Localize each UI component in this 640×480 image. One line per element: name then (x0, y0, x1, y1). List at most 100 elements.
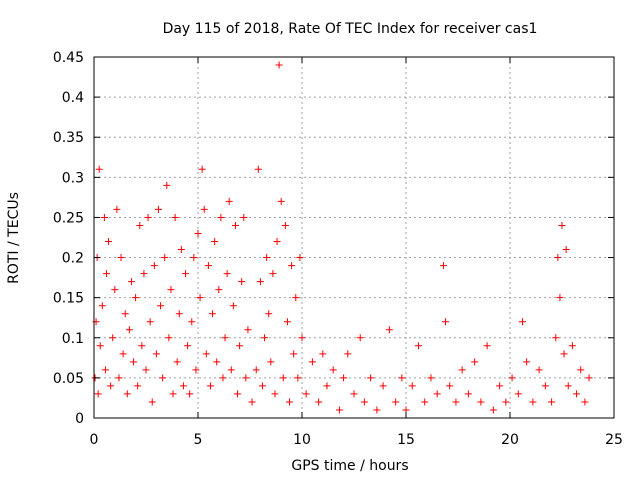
data-point (148, 398, 156, 406)
data-point (433, 390, 441, 398)
data-point (223, 270, 231, 278)
data-point (286, 398, 294, 406)
data-point (535, 366, 543, 374)
x-tick-label: 20 (501, 432, 519, 448)
data-point (464, 390, 472, 398)
data-point (125, 326, 133, 334)
data-point (109, 334, 117, 342)
data-point (142, 366, 150, 374)
data-point (269, 270, 277, 278)
data-point (577, 366, 585, 374)
data-point (236, 342, 244, 350)
data-point (263, 254, 271, 262)
data-point (288, 262, 296, 270)
data-point (206, 382, 214, 390)
data-point (98, 302, 106, 310)
data-point (115, 374, 123, 382)
data-point (290, 350, 298, 358)
data-point (105, 238, 113, 246)
data-point (392, 398, 400, 406)
data-point (211, 238, 219, 246)
data-point (261, 334, 269, 342)
data-point (144, 213, 152, 221)
data-point (121, 310, 129, 318)
data-point (548, 398, 556, 406)
data-point (518, 318, 526, 326)
data-point (101, 366, 109, 374)
data-point (111, 286, 119, 294)
y-tick-label: 0.25 (53, 210, 84, 226)
data-point (373, 406, 381, 414)
data-point (427, 374, 435, 382)
data-point (552, 334, 560, 342)
data-point (184, 342, 192, 350)
data-point (179, 382, 187, 390)
data-point (421, 398, 429, 406)
y-tick-label: 0.4 (62, 90, 84, 106)
data-point (127, 278, 135, 286)
chart-title: Day 115 of 2018, Rate Of TEC Index for r… (163, 21, 538, 37)
data-point (132, 294, 140, 302)
data-point (329, 366, 337, 374)
data-point (213, 358, 221, 366)
grid (94, 57, 614, 418)
y-tick-label: 0.3 (62, 170, 84, 186)
data-point (283, 318, 291, 326)
data-point (458, 366, 466, 374)
data-point (161, 254, 169, 262)
data-point (130, 358, 138, 366)
data-point (414, 342, 422, 350)
data-point (385, 326, 393, 334)
data-point (273, 238, 281, 246)
data-point (173, 358, 181, 366)
data-point (238, 278, 246, 286)
y-tick-label: 0 (75, 411, 84, 427)
data-point (204, 262, 212, 270)
data-point (167, 286, 175, 294)
data-point (215, 286, 223, 294)
data-point (94, 390, 102, 398)
y-tick-label: 0.45 (53, 50, 84, 66)
data-point (123, 390, 131, 398)
data-point (100, 213, 108, 221)
data-point (169, 390, 177, 398)
data-point (294, 374, 302, 382)
data-point (163, 181, 171, 189)
data-point (271, 390, 279, 398)
x-axis-ticks: 0 5 10 15 20 25 (90, 57, 623, 448)
data-point (529, 398, 537, 406)
data-point (340, 374, 348, 382)
data-point (265, 310, 273, 318)
data-point (240, 213, 248, 221)
x-tick-label: 0 (90, 432, 99, 448)
data-point (308, 358, 316, 366)
data-point (446, 382, 454, 390)
data-point (102, 270, 110, 278)
data-point (165, 334, 173, 342)
data-point (217, 213, 225, 221)
data-point (256, 278, 264, 286)
data-point (202, 350, 210, 358)
data-point (244, 326, 252, 334)
data-point (229, 302, 237, 310)
x-tick-label: 5 (194, 432, 203, 448)
data-point (248, 398, 256, 406)
data-point (150, 262, 158, 270)
data-point (113, 205, 121, 213)
data-point (194, 229, 202, 237)
plot-frame (93, 56, 615, 419)
data-point (154, 205, 162, 213)
data-point (302, 390, 310, 398)
data-point (186, 390, 194, 398)
data-point (350, 390, 358, 398)
data-point (267, 358, 275, 366)
data-point (107, 382, 115, 390)
data-point (175, 310, 183, 318)
data-point (182, 270, 190, 278)
data-point (558, 221, 566, 229)
data-point (554, 254, 562, 262)
data-point (408, 382, 416, 390)
data-point (281, 221, 289, 229)
